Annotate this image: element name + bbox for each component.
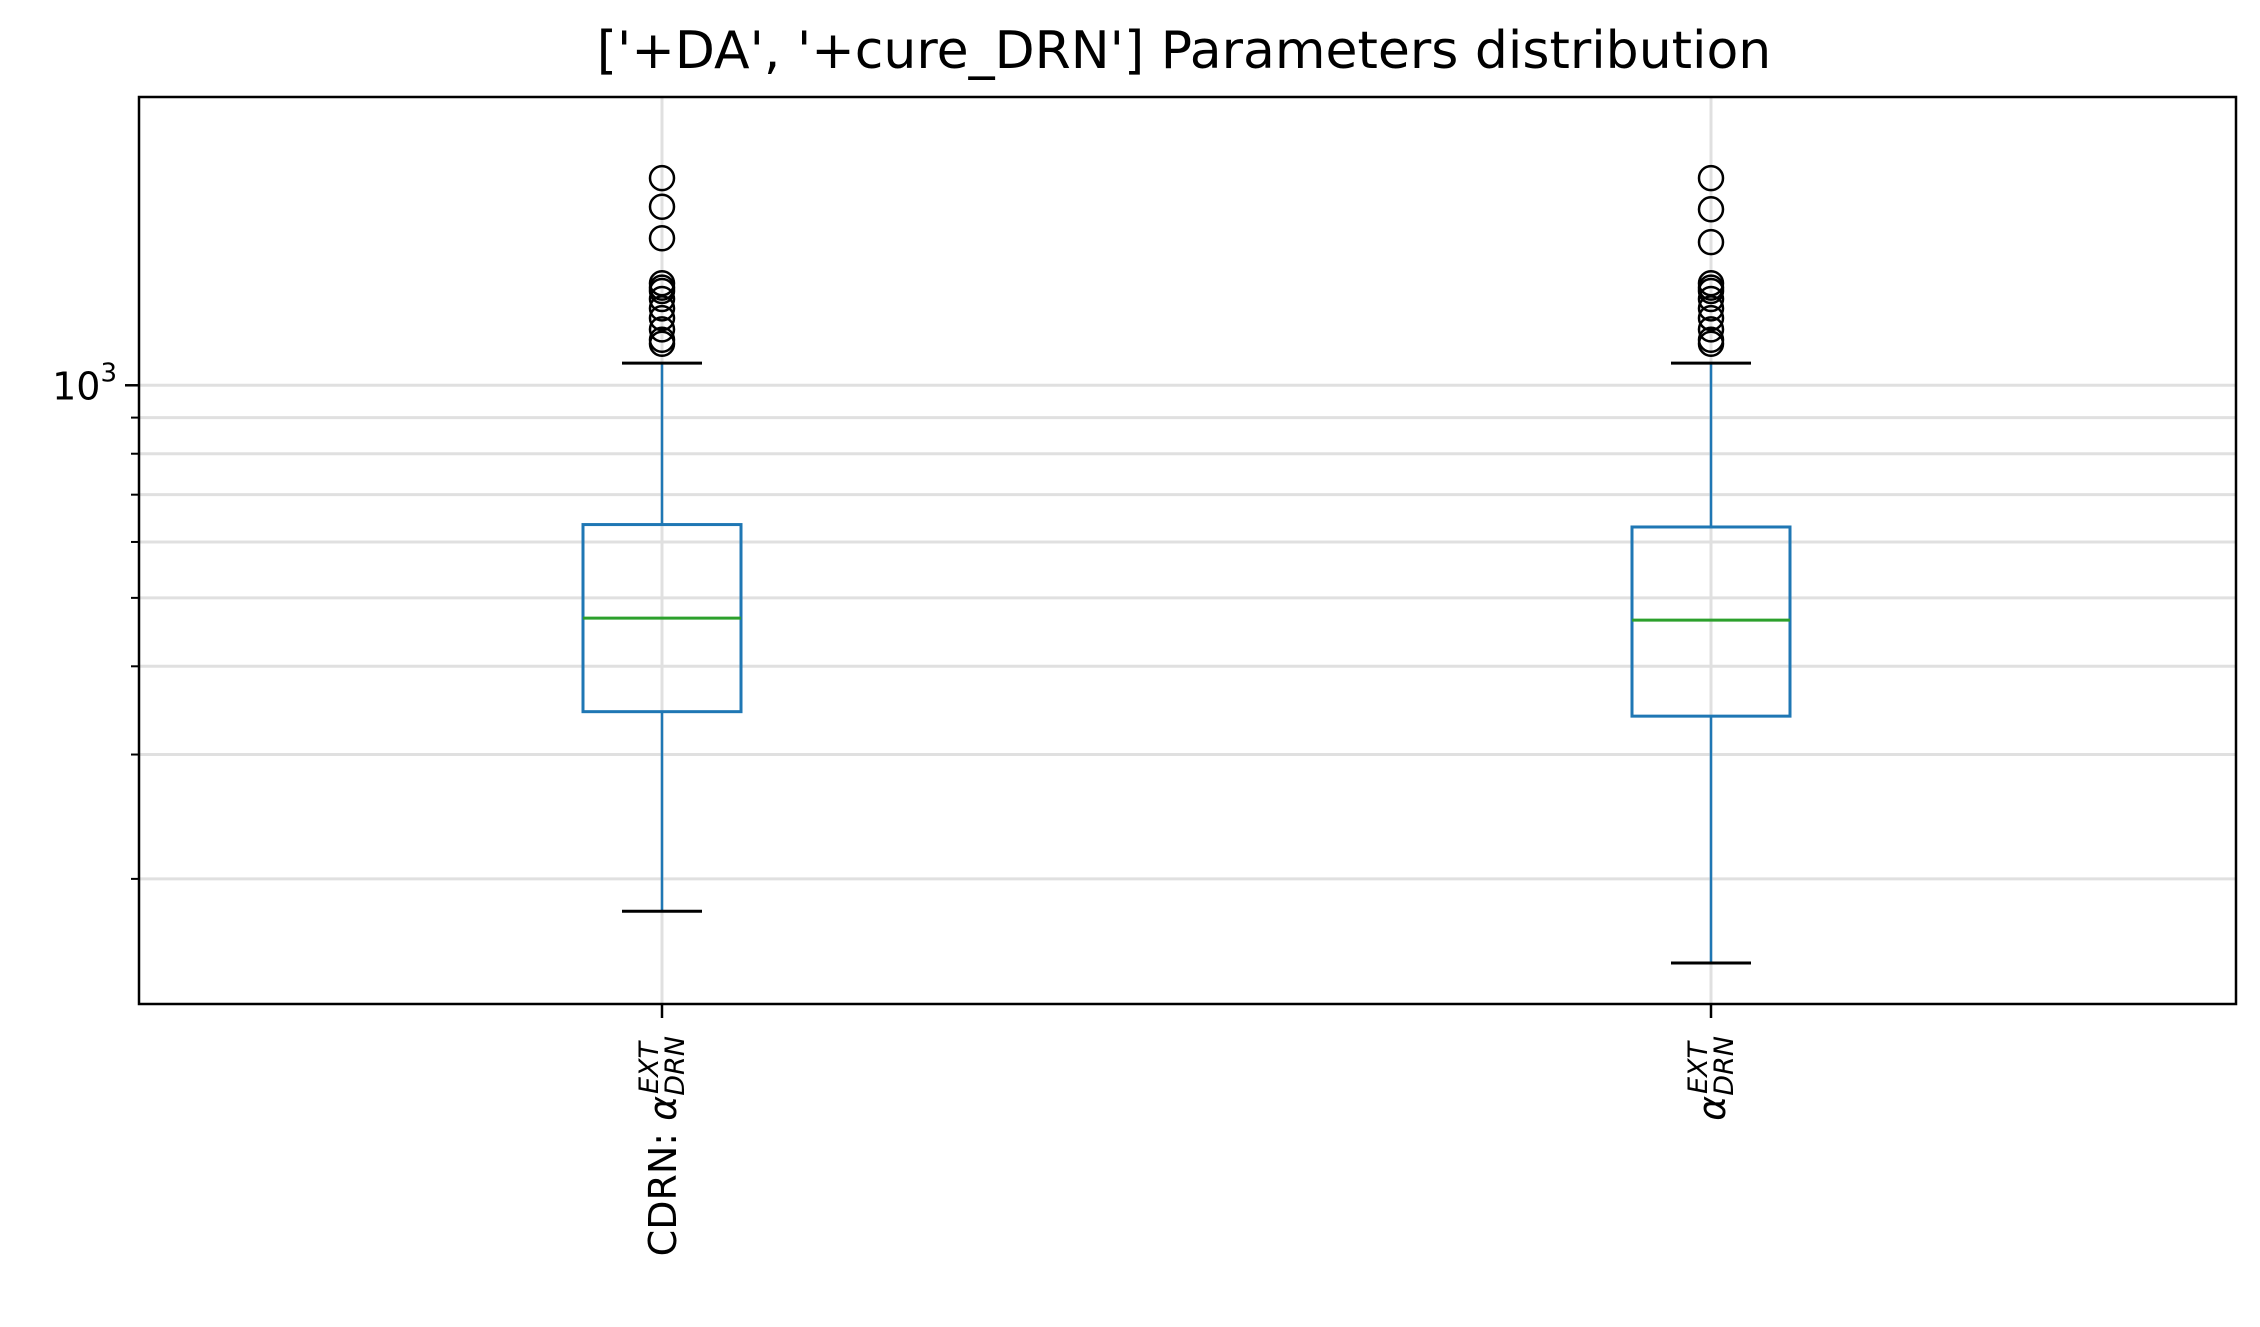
outlier-point xyxy=(1697,196,1725,223)
outlier-point xyxy=(1697,326,1725,354)
box-series-2 xyxy=(1630,164,1792,965)
outlier-point xyxy=(1697,304,1725,332)
axis-ticks: 103 xyxy=(52,358,1713,1018)
outlier-point xyxy=(648,225,676,252)
box-series-1 xyxy=(581,164,743,913)
outlier-point xyxy=(1697,269,1725,297)
outlier-point xyxy=(1697,316,1725,343)
outlier-point xyxy=(648,326,676,354)
category-labels: CDRN: αDRNEXT αDRNEXT xyxy=(634,1036,1740,1256)
outlier-point xyxy=(648,164,676,192)
outlier-point xyxy=(648,193,676,220)
plot-area-frame xyxy=(137,95,2238,1006)
x-category-label: CDRN: αDRNEXT xyxy=(634,1036,691,1256)
boxes xyxy=(581,164,1792,965)
outlier-point xyxy=(1697,285,1725,313)
outlier-point xyxy=(648,316,676,343)
outlier-point xyxy=(648,285,676,313)
outlier-point xyxy=(1697,164,1725,192)
chart-title: ['+DA', '+cure_DRN'] Parameters distribu… xyxy=(597,21,1772,81)
outlier-point xyxy=(648,269,676,297)
outlier-point xyxy=(1697,228,1725,256)
x-category-label: αDRNEXT xyxy=(1683,1036,1740,1121)
y-tick-label: 103 xyxy=(52,358,117,408)
outlier-point xyxy=(648,304,676,332)
grid-lines xyxy=(139,97,2236,1004)
